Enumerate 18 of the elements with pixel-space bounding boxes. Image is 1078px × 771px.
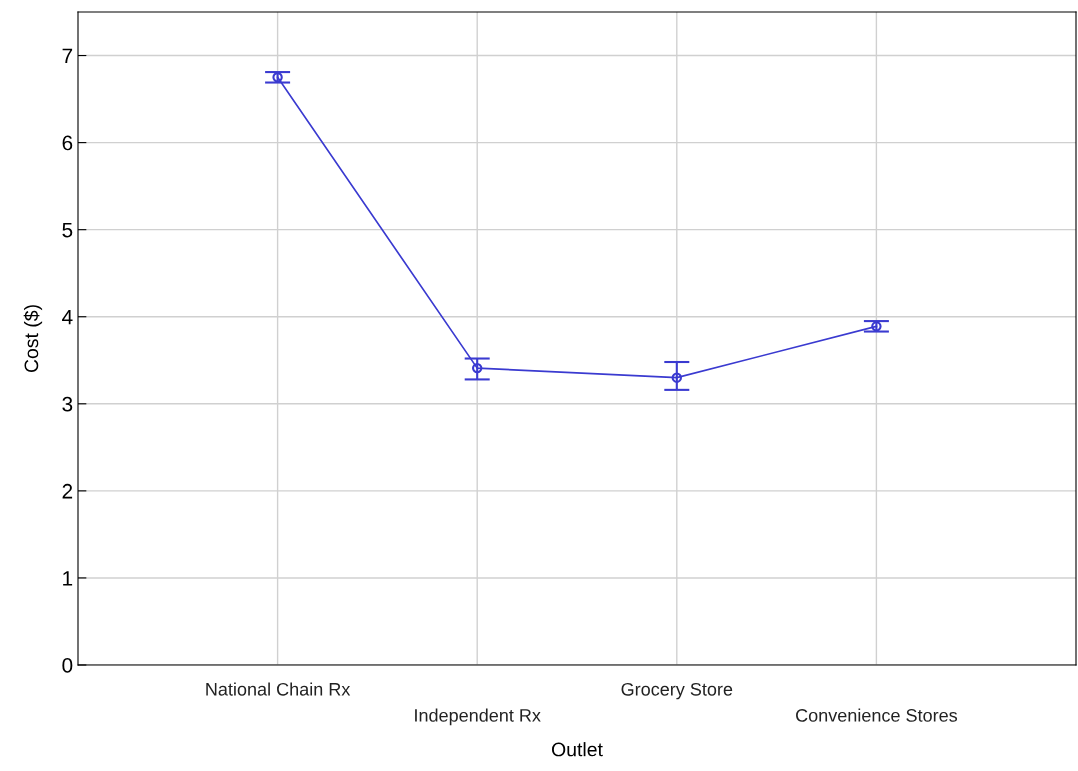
y-tick-label: 0 xyxy=(62,658,73,673)
y-tick-label: 6 xyxy=(62,135,73,151)
x-tick-label: Convenience Stores xyxy=(796,708,958,722)
x-tick-label: Grocery Store xyxy=(621,682,733,700)
y-tick-label: 3 xyxy=(62,396,73,412)
point xyxy=(871,321,882,332)
y-tick-label: 5 xyxy=(62,222,73,238)
point xyxy=(272,72,283,83)
point xyxy=(671,372,683,383)
x-axis-title: Outlet xyxy=(551,742,603,757)
x-tick-label: National Chain Rx xyxy=(206,682,351,696)
y-tick-label: 2 xyxy=(62,483,73,499)
x-tick-label: Independent Rx xyxy=(415,708,541,726)
y-tick-label: 7 xyxy=(62,48,73,64)
y-tick-label: 1 xyxy=(63,571,73,586)
y-tick-label: 4 xyxy=(62,309,73,325)
point xyxy=(471,362,483,374)
y-axis-title: Cost ($) xyxy=(23,305,43,373)
